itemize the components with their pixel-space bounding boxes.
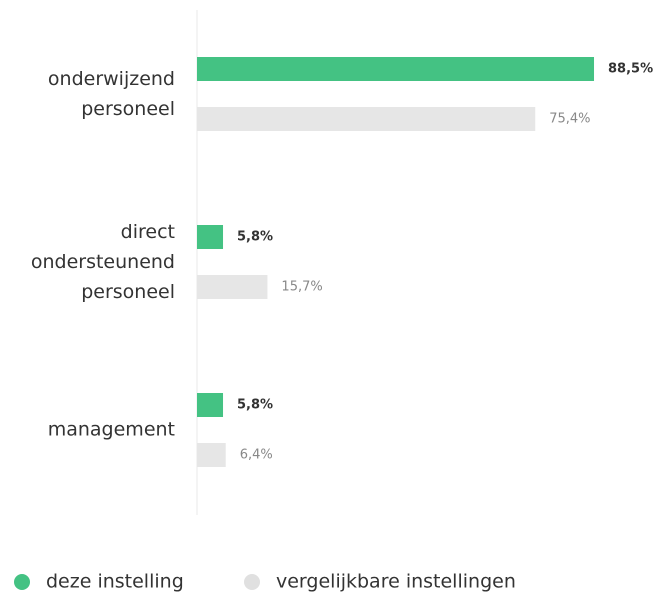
legend-marker bbox=[14, 574, 30, 590]
value-label: 88,5% bbox=[608, 62, 653, 77]
bar bbox=[197, 107, 536, 131]
category-label: management bbox=[48, 419, 175, 441]
bar bbox=[197, 275, 268, 299]
legend-marker bbox=[244, 574, 260, 590]
value-label: 5,8% bbox=[237, 230, 273, 245]
category-label: direct ondersteunend personeel bbox=[31, 221, 175, 303]
bar bbox=[197, 225, 224, 249]
bar bbox=[197, 393, 224, 417]
bar bbox=[197, 443, 226, 467]
legend-label: deze instelling bbox=[46, 571, 184, 593]
value-label: 5,8% bbox=[237, 398, 273, 413]
category-label: onderwijzend personeel bbox=[48, 68, 175, 120]
value-label: 75,4% bbox=[549, 112, 590, 127]
legend-label: vergelijkbare instellingen bbox=[276, 571, 516, 593]
value-label: 6,4% bbox=[240, 448, 273, 463]
value-label: 15,7% bbox=[281, 280, 322, 295]
bar bbox=[197, 57, 595, 81]
